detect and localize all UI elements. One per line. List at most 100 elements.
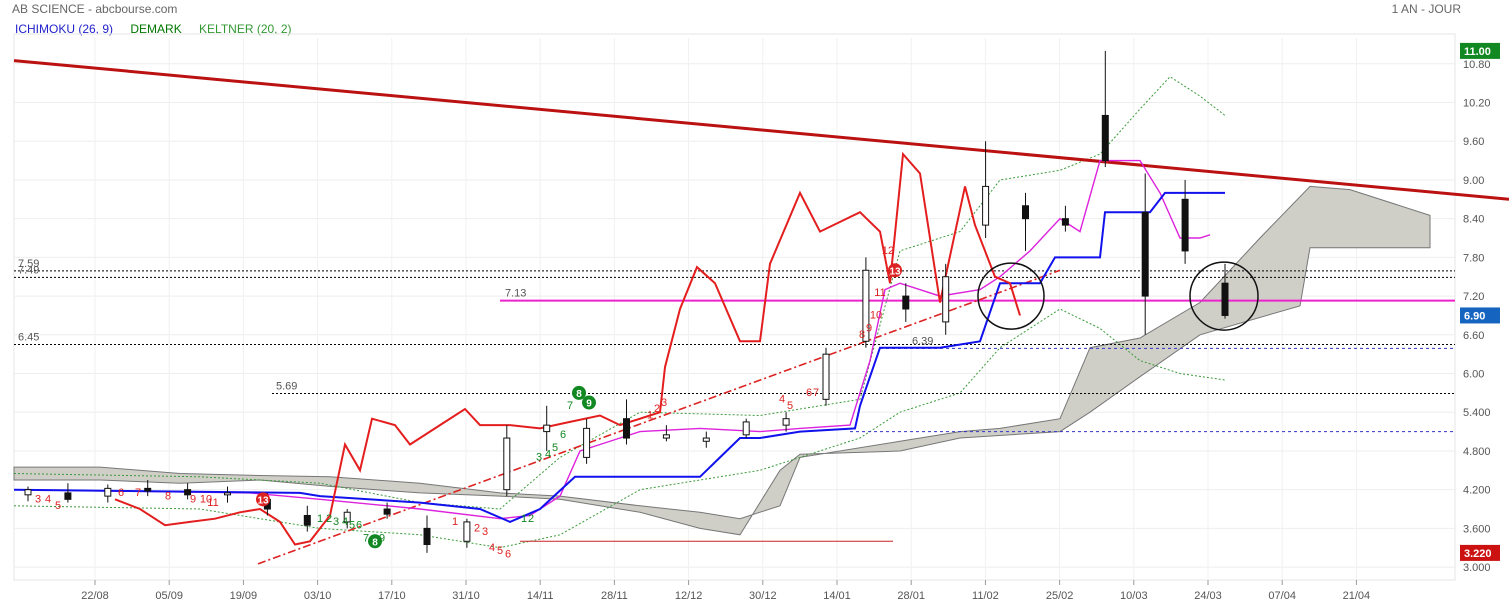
demark-count: 5 [552, 442, 558, 454]
x-tick-label: 30/12 [749, 590, 777, 602]
level-label: 7.49 [18, 264, 39, 276]
demark-count: 2 [528, 513, 534, 525]
demark-count: 3 [482, 526, 488, 538]
y-tick-label: 4.200 [1463, 485, 1491, 497]
demark-count: 1 [647, 410, 653, 422]
level-label: 6.45 [18, 331, 39, 343]
x-tick-label: 22/08 [81, 590, 109, 602]
demark-count: 5 [497, 545, 503, 557]
demark-count: 3 [661, 397, 667, 409]
keltner-upper [13, 76, 1226, 510]
demark-count: 4 [779, 394, 785, 406]
candle-body [742, 421, 750, 436]
candle-body [343, 511, 351, 523]
candle-body [463, 521, 471, 542]
demark-count: 9 [866, 323, 872, 335]
demark-count: 11 [207, 497, 218, 509]
demark-count: 7 [135, 487, 141, 499]
demark-count: 2 [474, 523, 480, 535]
legend-ichimoku[interactable]: ICHIMOKU (26, 9) [15, 22, 114, 36]
demark-count: 10 [870, 310, 882, 322]
ichimoku-cloud [13, 185, 1431, 536]
x-tick-label: 11/02 [972, 590, 999, 602]
demark-count: 7 [567, 400, 573, 412]
demark-count: 8 [372, 537, 378, 548]
candle-body [662, 434, 670, 439]
demark-count: 10 [200, 494, 212, 506]
x-axis: 22/08 05/09 19/09 03/10 17/10 31/10 14/11 28/11… [81, 580, 1370, 602]
demark-count: 9 [190, 494, 196, 506]
y-tick-label: 7.20 [1463, 291, 1484, 303]
period-label[interactable]: 1 AN - JOUR [1391, 2, 1461, 16]
demark-count: 2 [326, 513, 332, 525]
candle-body [1061, 218, 1069, 226]
legend-keltner[interactable]: KELTNER (20, 2) [199, 22, 292, 36]
x-tick-label: 17/10 [378, 590, 406, 602]
tenkan-sen [13, 159, 1211, 520]
y-tick-label: 6.60 [1463, 330, 1484, 342]
candle-body [104, 487, 112, 497]
candle-body [1181, 198, 1189, 252]
x-tick-label: 10/03 [1120, 590, 1148, 602]
low-badge-label: 3.220 [1464, 548, 1492, 560]
last-badge-label: 6.90 [1464, 310, 1485, 322]
kijun-sen [13, 191, 1225, 523]
demark-count: 1 [317, 513, 323, 525]
candle-body [24, 489, 32, 496]
demark-count: 13 [257, 495, 269, 506]
demark-count: 3 [35, 494, 41, 506]
demark-count: 2 [654, 403, 660, 415]
demark-count: 5 [55, 500, 61, 512]
y-tick-label: 9.00 [1463, 175, 1484, 187]
highlight-circle [977, 262, 1045, 330]
ichimoku-lines [13, 159, 1225, 523]
legend-demark[interactable]: DEMARK [130, 22, 182, 36]
candle-body [224, 492, 231, 496]
price-badges: 11.00 6.90 3.220 [1460, 42, 1500, 561]
y-tick-label: 3.600 [1463, 523, 1491, 535]
x-tick-label: 07/04 [1268, 590, 1296, 602]
candle-body [1101, 114, 1109, 162]
demark-setup-marker [572, 385, 586, 400]
candle-body [782, 418, 790, 426]
demark-count: 9 [379, 532, 385, 544]
candle-body [982, 185, 990, 226]
y-tick-label: 7.80 [1463, 252, 1484, 264]
candle-body [942, 276, 950, 323]
horizontal-levels: 7.597.49 7.13 6.45 6.39 5.69 [14, 258, 1455, 542]
candle-body [303, 514, 311, 526]
candle-body [1022, 205, 1029, 220]
y-tick-label: 9.60 [1463, 136, 1484, 148]
candle-body [902, 295, 910, 310]
candle-body [702, 437, 710, 442]
demark-setup-marker [368, 534, 382, 549]
candle-body [144, 487, 152, 492]
demark-count: 3 [536, 452, 542, 464]
y-tick-label: 10.80 [1463, 59, 1491, 71]
candles [24, 50, 1229, 553]
indicator-legend: ICHIMOKU (26, 9) DEMARK KELTNER (20, 2) [15, 22, 306, 36]
keltner-bands [13, 76, 1226, 549]
x-tick-label: 03/10 [304, 590, 332, 602]
candle-body [583, 427, 591, 458]
y-axis: 3.000 3.600 4.200 4.800 5.400 6.00 6.60 7.20 7.8… [1463, 59, 1491, 574]
demark-count: 3 [333, 516, 339, 528]
trend-lines [13, 59, 1509, 565]
demark-13-marker [888, 263, 902, 278]
demark-count: 6 [806, 387, 812, 399]
low-badge [1460, 544, 1500, 561]
candle-body [503, 437, 511, 491]
high-badge [1460, 42, 1500, 59]
x-tick-label: 05/09 [155, 590, 183, 602]
level-label: 6.39 [912, 335, 933, 347]
x-tick-label: 14/11 [527, 590, 554, 602]
kumo [13, 185, 1431, 536]
x-tick-label: 28/11 [601, 590, 628, 602]
x-tick-label: 24/03 [1194, 590, 1222, 602]
chart-title: AB SCIENCE - abcbourse.com [12, 2, 178, 16]
candle-body [623, 418, 630, 439]
candle-body [1221, 282, 1229, 316]
demark-count: 5 [349, 519, 355, 531]
